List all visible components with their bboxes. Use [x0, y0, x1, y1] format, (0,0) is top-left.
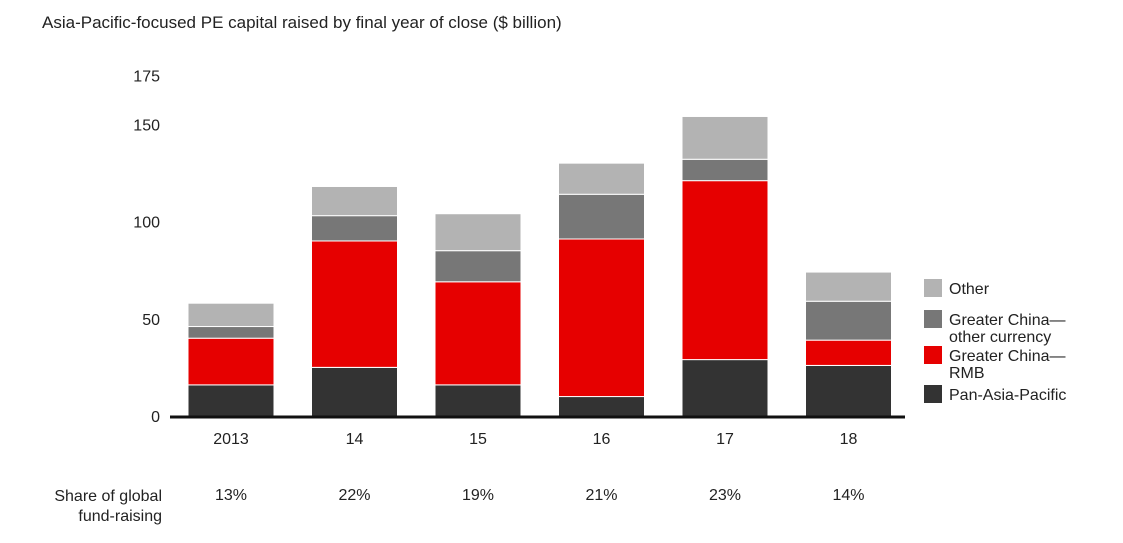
share-value: 21% [585, 487, 618, 504]
share-value: 22% [338, 487, 371, 504]
bar-segment [311, 240, 398, 368]
share-value: 14% [832, 487, 865, 504]
x-tick-label: 2013 [213, 431, 249, 448]
legend-label: Greater China— [949, 348, 1066, 365]
bar-segment [558, 162, 645, 195]
bar-segment [311, 215, 398, 242]
share-label-line-1: Share of global [54, 488, 162, 505]
bar-segment [681, 180, 769, 361]
bar-segment [434, 384, 522, 417]
bar-segment [681, 359, 769, 417]
chart-title: Asia-Pacific-focused PE capital raised b… [42, 13, 562, 32]
x-axis-ticks: 2013 14 15 16 17 18 [213, 431, 857, 448]
x-tick-label: 18 [840, 431, 858, 448]
legend-swatch [924, 310, 942, 328]
bar-segment [187, 384, 275, 417]
bar-segment [805, 339, 892, 366]
bar-segment [805, 364, 892, 417]
legend-label: RMB [949, 365, 985, 382]
legend-label: Greater China— [949, 312, 1066, 329]
x-tick-label: 16 [593, 431, 611, 448]
bars [187, 115, 892, 417]
bar-segment [434, 281, 522, 386]
bar-segment [805, 271, 892, 302]
y-tick-label: 150 [133, 117, 160, 134]
bar-segment [681, 115, 769, 160]
y-axis-ticks: 0 50 100 150 175 [133, 69, 160, 426]
bar-segment [558, 396, 645, 417]
bar-segment [187, 302, 275, 328]
bar-segment [558, 193, 645, 240]
bar-segment [681, 158, 769, 182]
bar-segment [311, 366, 398, 417]
x-tick-label: 15 [469, 431, 487, 448]
bar-segment [311, 185, 398, 217]
bar-segment [558, 238, 645, 398]
legend-label: Other [949, 281, 990, 298]
share-value: 19% [461, 487, 495, 504]
bar-segment [434, 250, 522, 283]
x-tick-label: 17 [716, 431, 734, 448]
legend-label: Pan-Asia-Pacific [949, 387, 1066, 404]
x-tick-label: 14 [346, 431, 364, 448]
y-tick-label: 0 [151, 409, 160, 426]
share-value: 13% [214, 487, 248, 504]
share-value: 23% [708, 487, 742, 504]
y-tick-label: 100 [133, 215, 160, 232]
y-tick-label: 175 [133, 69, 160, 86]
bar-segment [187, 337, 275, 386]
legend-swatch [924, 346, 942, 364]
bar-segment [187, 326, 275, 339]
share-label-line-2: fund-raising [78, 508, 162, 525]
legend-swatch [924, 385, 942, 403]
bar-segment [805, 300, 892, 341]
share-of-global-label: Share of global fund-raising [40, 487, 162, 527]
legend-swatch [924, 279, 942, 297]
y-tick-label: 50 [142, 312, 160, 329]
legend-label: other currency [949, 329, 1051, 346]
bar-segment [434, 213, 522, 252]
